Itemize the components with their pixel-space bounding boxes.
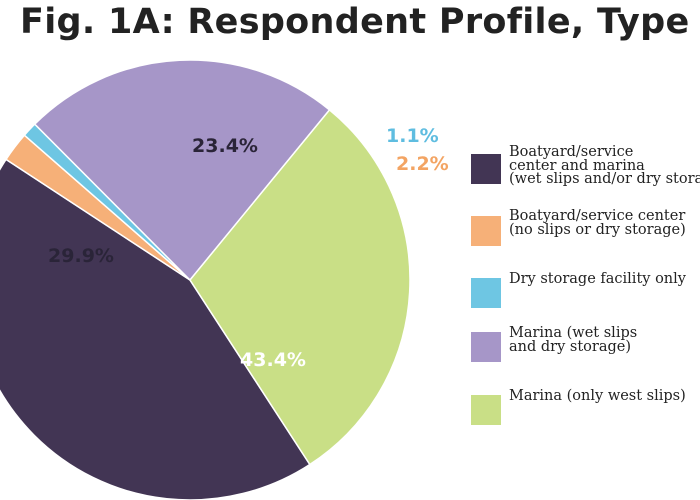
legend-label: Dry storage facility only — [509, 271, 686, 287]
legend-swatch — [471, 216, 501, 246]
slice-marina-wet-only — [189, 108, 411, 466]
legend-swatch — [471, 395, 501, 425]
slice-marina-wet-only-label: 29.9% — [48, 245, 114, 267]
legend-swatch — [471, 154, 501, 184]
legend-swatch — [471, 332, 501, 362]
slice-marina-wet-dry — [33, 59, 331, 282]
legend-item-boatyard-only: Boatyard/service center (no slips or dry… — [471, 208, 700, 250]
legend-label: Marina (only west slips) — [509, 388, 686, 404]
legend-item-marina-wet-dry: Marina (wet slips and dry storage) — [471, 325, 700, 367]
chart-title: Fig. 1A: Respondent Profile, Type Of Fac… — [20, 2, 700, 42]
legend-item-marina-wet-only: Marina (only west slips) — [471, 388, 700, 430]
legend-item-boatyard-marina: Boatyard/service center and marina (wet … — [471, 144, 700, 187]
legend-label: Marina (wet slips and dry storage) — [509, 325, 638, 355]
slice-boatyard-marina — [0, 158, 311, 500]
legend-label: Boatyard/service center and marina (wet … — [509, 144, 700, 187]
legend-swatch — [471, 278, 501, 308]
slice-boatyard-only-label: 2.2% — [396, 153, 449, 175]
slice-marina-wet-dry-label: 23.4% — [192, 135, 258, 157]
slice-dry-storage-label: 1.1% — [386, 125, 439, 147]
legend-item-dry-storage: Dry storage facility only — [471, 271, 700, 313]
legend-label: Boatyard/service center (no slips or dry… — [509, 208, 686, 238]
slice-boatyard-marina-label: 43.4% — [240, 349, 306, 371]
